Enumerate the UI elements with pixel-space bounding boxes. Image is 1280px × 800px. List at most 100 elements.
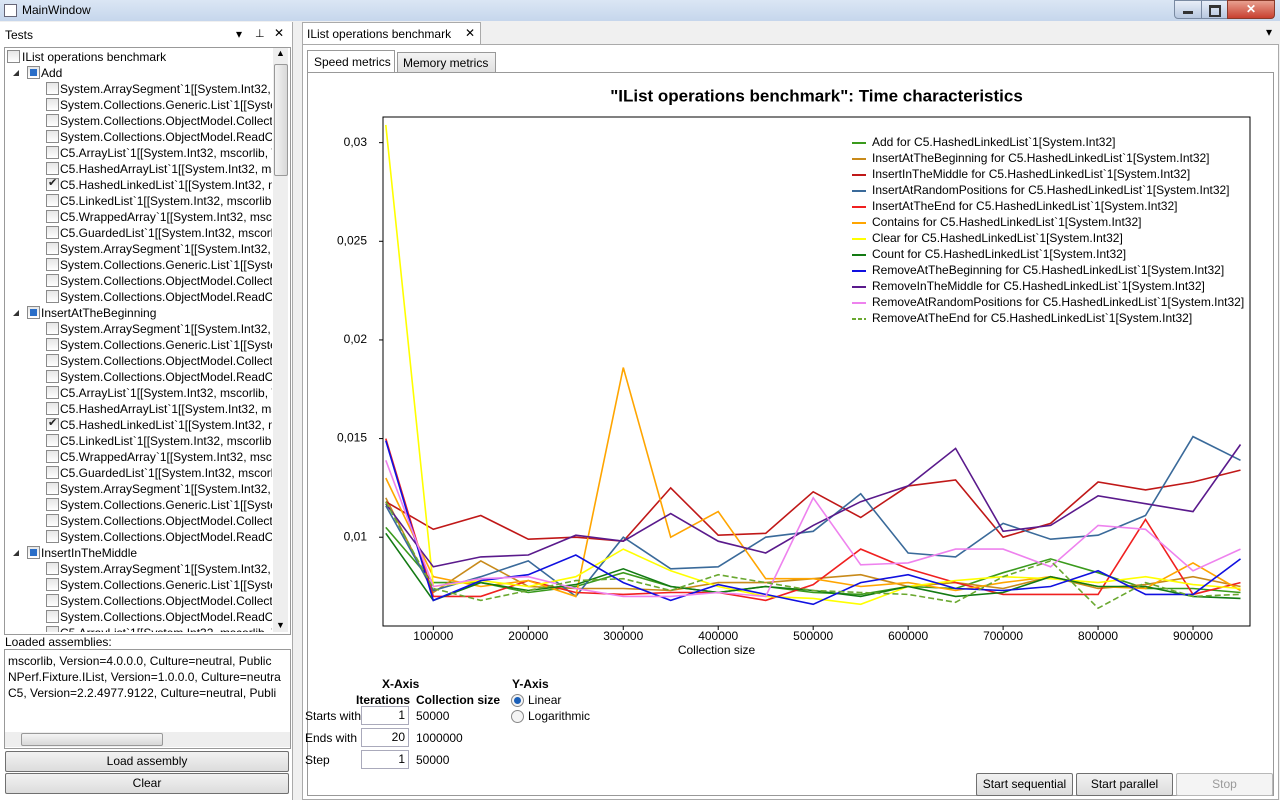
legend-label: Count for C5.HashedLinkedList`1[System.I… — [872, 247, 1126, 261]
tab-list-button[interactable]: ▾ — [1266, 25, 1273, 39]
clear-button[interactable]: Clear — [5, 773, 289, 794]
series-line — [385, 460, 1241, 598]
item-checkbox[interactable] — [46, 514, 59, 527]
assemblies-label: Loaded assemblies: — [5, 635, 112, 649]
item-checkbox[interactable] — [46, 226, 59, 239]
item-checkbox[interactable] — [46, 114, 59, 127]
tab-close[interactable]: ✕ — [465, 26, 476, 40]
panel-close-button[interactable]: ✕ — [274, 26, 285, 40]
item-checkbox[interactable] — [46, 162, 59, 175]
legend-label: InsertInTheMiddle for C5.HashedLinkedLis… — [872, 167, 1190, 181]
chart: "IList operations benchmark": Time chara… — [337, 86, 1251, 657]
maximize-button[interactable] — [1201, 0, 1228, 19]
item-checkbox[interactable]: ✔ — [46, 177, 59, 191]
close-button[interactable]: ✕ — [1227, 0, 1275, 19]
y-tick-label: 0,02 — [344, 332, 368, 346]
iterations-input[interactable]: 1 — [361, 750, 409, 769]
collection-size-value: 50000 — [416, 753, 450, 767]
expander[interactable] — [13, 310, 19, 316]
indeterminate-mark — [30, 549, 37, 556]
tree-group: Add — [5, 65, 272, 81]
item-label: C5.HashedLinkedList`1[[System.Int32, m — [60, 418, 272, 432]
item-checkbox[interactable] — [46, 626, 59, 632]
item-label: System.ArraySegment`1[[System.Int32, r — [60, 562, 272, 576]
expander[interactable] — [13, 550, 19, 556]
item-checkbox[interactable] — [46, 498, 59, 511]
legend-label: Add for C5.HashedLinkedList`1[System.Int… — [872, 135, 1115, 149]
iterations-input[interactable]: 20 — [361, 728, 409, 747]
minimize-button[interactable] — [1174, 0, 1202, 19]
item-checkbox[interactable] — [46, 194, 59, 207]
tree-item: ✔ C5.HashedLinkedList`1[[System.Int32, m — [5, 417, 272, 433]
range-label: Starts with — [305, 709, 362, 723]
item-checkbox[interactable]: ✔ — [46, 417, 59, 431]
y-tick-label: 0,025 — [337, 233, 367, 247]
item-checkbox[interactable] — [46, 386, 59, 399]
item-label: C5.HashedArrayList`1[[System.Int32, msc — [60, 402, 272, 416]
group-label: Add — [41, 66, 63, 80]
item-label: System.Collections.Generic.List`1[[Syste… — [60, 498, 272, 512]
radio-button[interactable] — [511, 694, 524, 707]
item-checkbox[interactable] — [46, 274, 59, 287]
iterations-input[interactable]: 1 — [361, 706, 409, 725]
item-checkbox[interactable] — [46, 354, 59, 367]
item-checkbox[interactable] — [46, 98, 59, 111]
item-label: System.Collections.ObjectModel.Collect — [60, 114, 272, 128]
expander[interactable] — [13, 70, 19, 76]
document-tab[interactable]: IList operations benchmark ✕ — [302, 22, 481, 45]
item-checkbox[interactable] — [46, 610, 59, 623]
item-checkbox[interactable] — [46, 258, 59, 271]
panel-menu-button[interactable]: ▾ — [236, 27, 243, 41]
panel-header: Tests — [5, 28, 34, 42]
load-assembly-button[interactable]: Load assembly — [5, 751, 289, 772]
tree-border — [4, 47, 291, 635]
memory-tab-label: Memory metrics — [403, 56, 489, 70]
radio-button[interactable] — [511, 710, 524, 723]
item-checkbox[interactable] — [46, 130, 59, 143]
series-line — [385, 435, 1241, 598]
tree-item: System.ArraySegment`1[[System.Int32, r — [5, 81, 272, 97]
item-label: C5.HashedLinkedList`1[[System.Int32, m — [60, 178, 272, 192]
item-checkbox[interactable] — [46, 450, 59, 463]
group-checkbox[interactable] — [27, 546, 40, 559]
item-checkbox[interactable] — [46, 466, 59, 479]
item-checkbox[interactable] — [46, 530, 59, 543]
item-checkbox[interactable] — [46, 146, 59, 159]
group-checkbox[interactable] — [27, 66, 40, 79]
item-checkbox[interactable] — [46, 338, 59, 351]
item-label: C5.LinkedList`1[[System.Int32, mscorlib, — [60, 434, 272, 448]
item-checkbox[interactable] — [46, 562, 59, 575]
item-checkbox[interactable] — [46, 370, 59, 383]
root-checkbox[interactable] — [7, 50, 20, 63]
item-checkbox[interactable] — [46, 242, 59, 255]
speed-tab[interactable]: Speed metrics — [307, 50, 395, 73]
item-checkbox[interactable] — [46, 434, 59, 447]
series-line — [385, 469, 1241, 543]
run-button[interactable]: Start parallel — [1076, 773, 1173, 796]
root-label: IList operations benchmark — [22, 50, 167, 64]
iterations-header: Iterations — [356, 693, 411, 707]
item-checkbox[interactable] — [46, 82, 59, 95]
item-checkbox[interactable] — [46, 578, 59, 591]
item-checkbox[interactable] — [46, 594, 59, 607]
scroll-down[interactable]: ▼ — [276, 620, 285, 630]
item-label: System.Collections.ObjectModel.ReadOr — [60, 290, 272, 304]
item-label: System.ArraySegment`1[[System.Int32, r — [60, 482, 272, 496]
item-checkbox[interactable] — [46, 402, 59, 415]
item-checkbox[interactable] — [46, 482, 59, 495]
scroll-up[interactable]: ▲ — [276, 48, 285, 58]
item-checkbox[interactable] — [46, 290, 59, 303]
minimize-glyph — [1183, 11, 1193, 14]
group-checkbox[interactable] — [27, 306, 40, 319]
document-tab-label: IList operations benchmark — [307, 27, 452, 41]
item-label: System.Collections.ObjectModel.ReadOr — [60, 370, 272, 384]
memory-tab[interactable]: Memory metrics — [397, 52, 496, 73]
item-checkbox[interactable] — [46, 322, 59, 335]
run-button[interactable]: Start sequential — [976, 773, 1073, 796]
h-scroll-thumb[interactable] — [21, 733, 163, 746]
item-checkbox[interactable] — [46, 210, 59, 223]
item-label: System.Collections.ObjectModel.Collect — [60, 354, 272, 368]
panel-pin-button[interactable]: ⊥ — [255, 28, 265, 40]
tree-item: System.Collections.ObjectModel.ReadOr — [5, 129, 272, 145]
scroll-thumb[interactable] — [274, 64, 288, 176]
